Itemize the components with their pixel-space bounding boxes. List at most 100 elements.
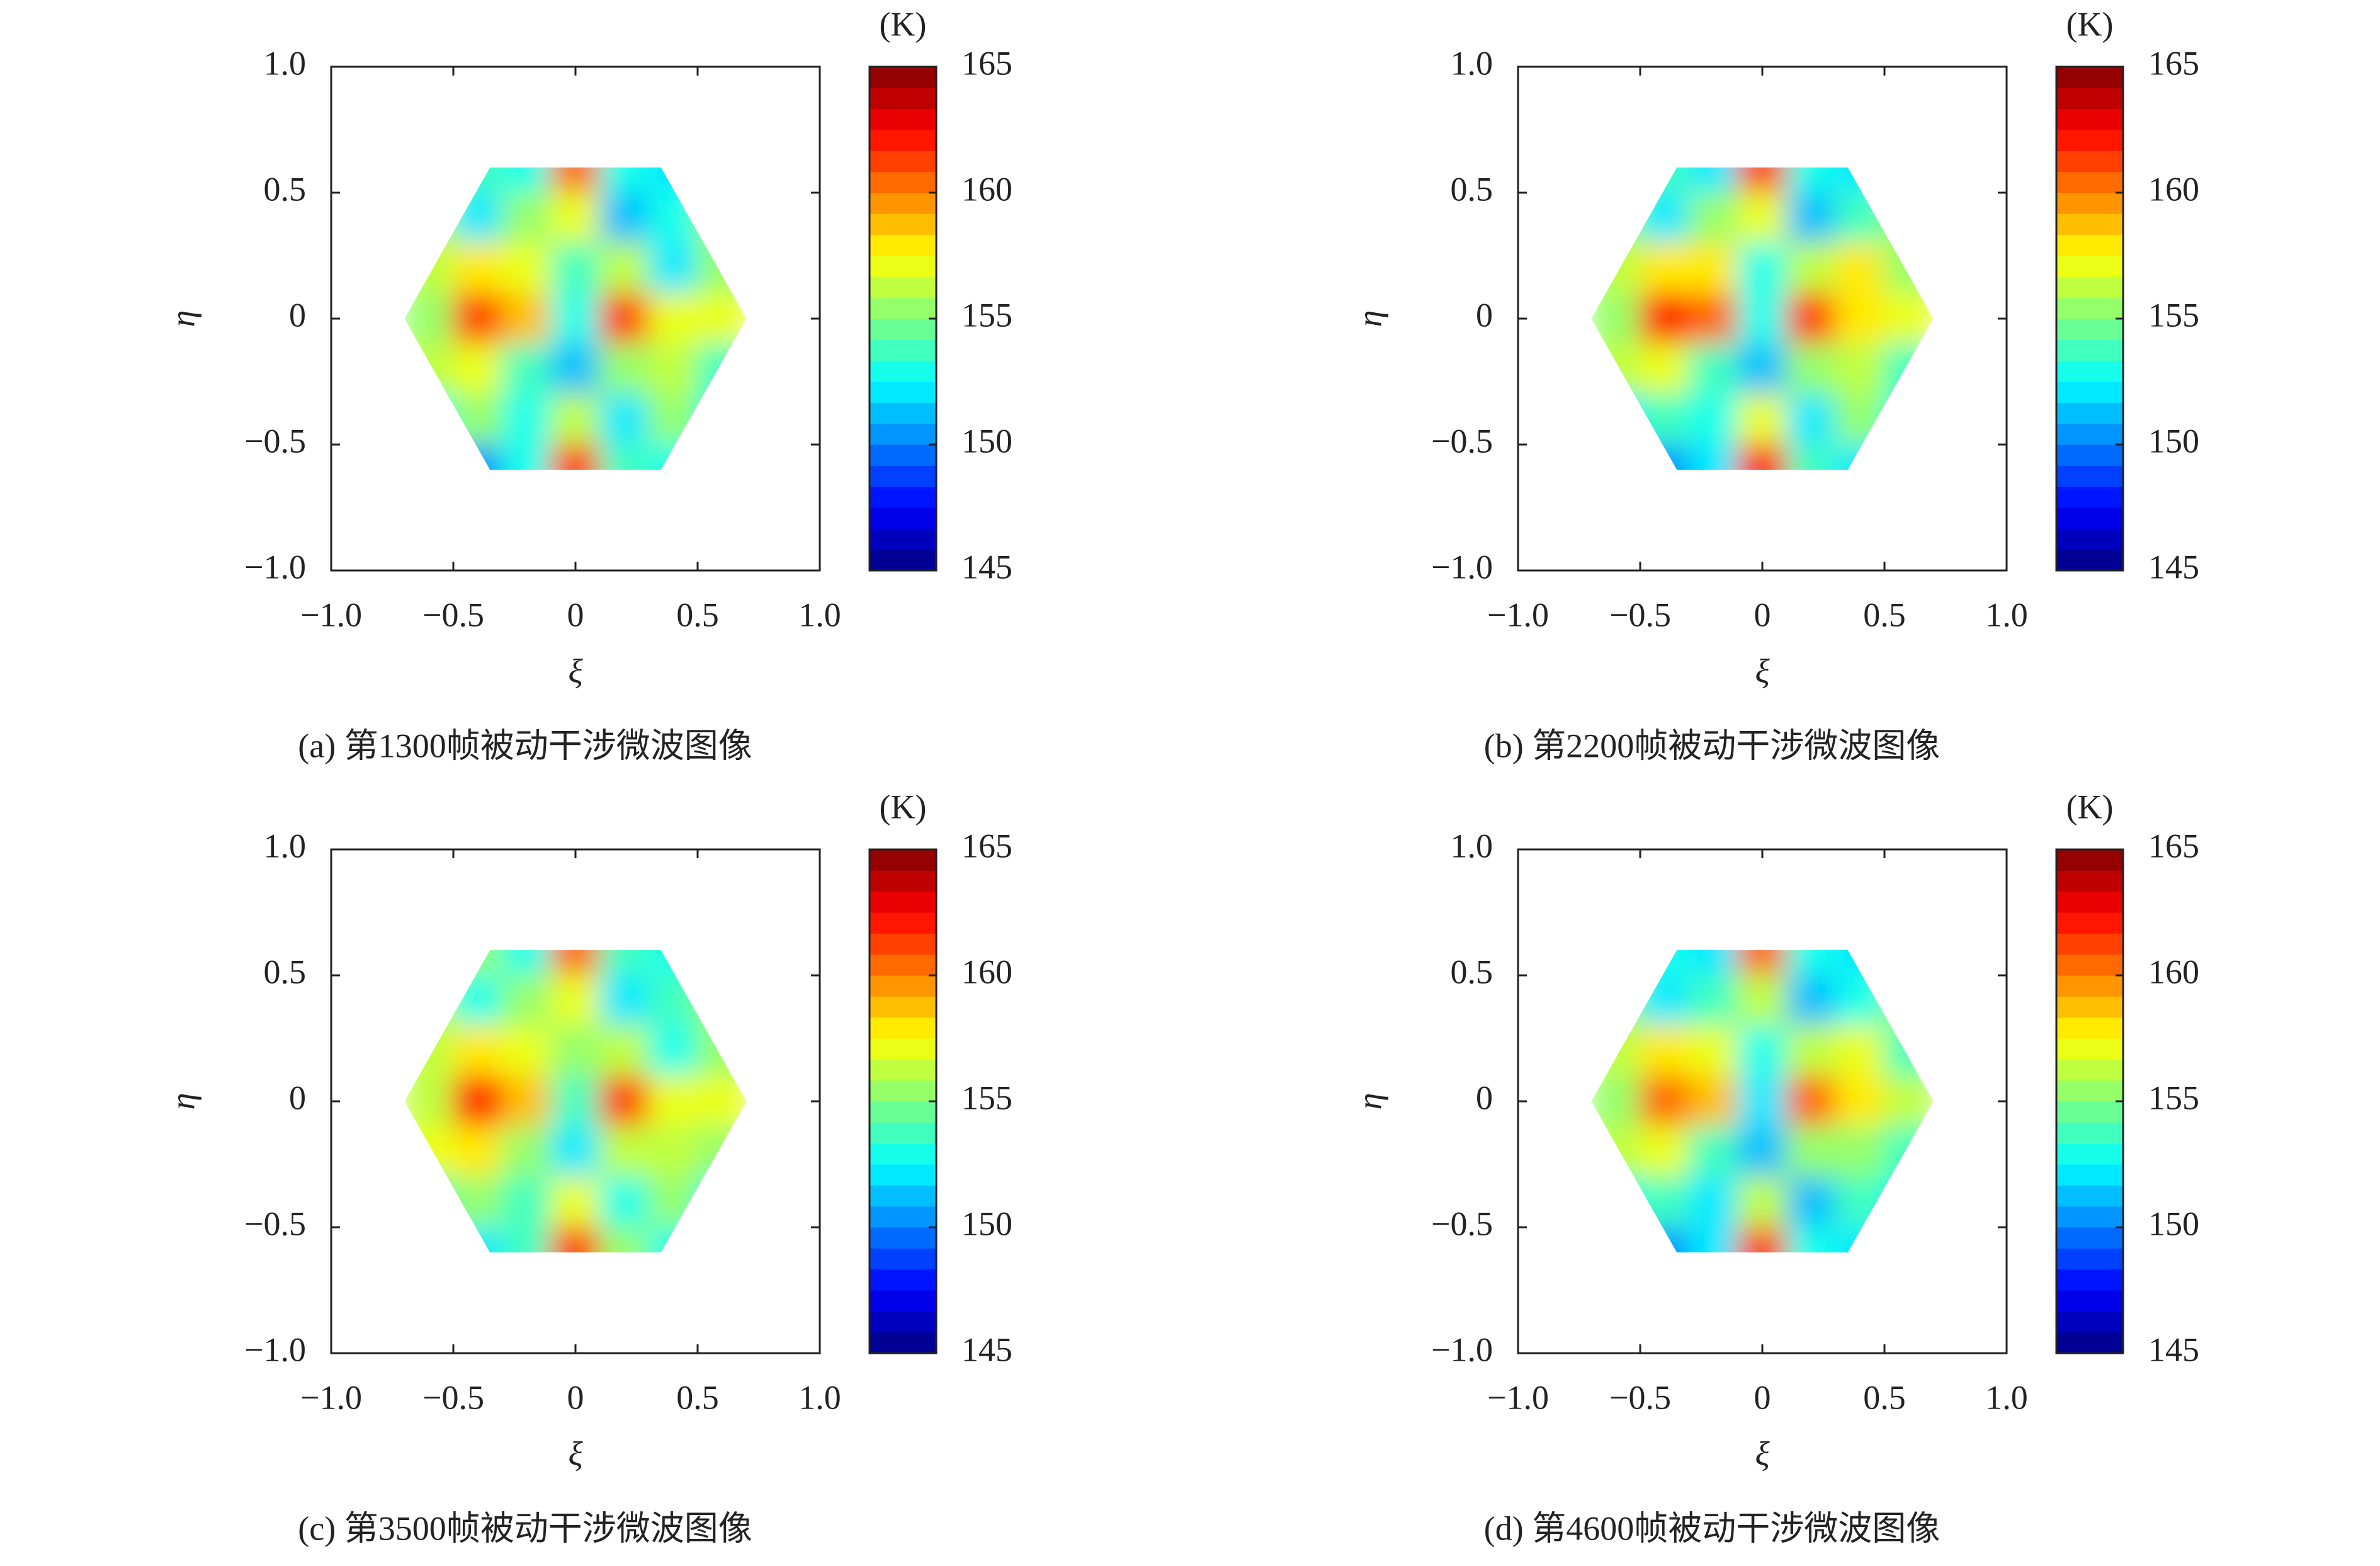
heat-cell <box>697 293 747 344</box>
heat-cell <box>1640 975 1690 1026</box>
heat-cell <box>453 1126 503 1177</box>
heat-cell <box>1640 1227 1690 1253</box>
colorbar-step <box>2056 423 2123 445</box>
y-tick-label: 0 <box>289 296 306 334</box>
heat-cell <box>1591 192 1641 244</box>
heat-cell <box>550 343 601 395</box>
heat-cell <box>453 293 503 344</box>
colorbar-step <box>2056 297 2123 319</box>
colorbar-step <box>2056 1290 2123 1312</box>
colorbar-step <box>2056 88 2123 110</box>
colorbar-step <box>2056 445 2123 466</box>
heat-cell <box>1884 192 1934 244</box>
heat-cell <box>1884 975 1934 1026</box>
colorbar-step <box>870 933 936 955</box>
colorbar-step <box>870 954 936 976</box>
colorbar-step <box>2056 508 2123 529</box>
colorbar-tick-label: 155 <box>2148 296 2199 334</box>
colorbar-step <box>870 1101 936 1123</box>
heat-cell <box>1835 394 1885 445</box>
heat-cell <box>1640 293 1690 344</box>
y-axis-label: η <box>164 310 201 327</box>
heat-cell <box>1835 242 1885 294</box>
heat-cell <box>404 1176 454 1228</box>
colorbar-step <box>870 88 936 110</box>
heat-cell <box>1591 1025 1641 1077</box>
colorbar-step <box>2056 954 2123 976</box>
caption: (c) 第3500帧被动干涉微波图像 <box>298 1509 752 1547</box>
heat-cell <box>550 1227 601 1253</box>
heat-cell <box>1688 394 1739 445</box>
heatmap-cells <box>404 167 747 470</box>
heat-cell <box>1835 167 1885 193</box>
x-tick-label: 0 <box>567 1378 584 1416</box>
heat-cell <box>550 167 601 193</box>
heat-cell <box>1640 1176 1690 1228</box>
colorbar-step <box>870 1248 936 1270</box>
colorbar-tick-label: 165 <box>961 827 1012 865</box>
colorbar-step <box>870 423 936 445</box>
heat-cell <box>599 1227 650 1253</box>
x-tick-label: −1.0 <box>300 596 362 633</box>
x-tick-label: 0 <box>1754 1378 1771 1416</box>
heat-cell <box>1688 444 1739 470</box>
panel: −1.0 −0.5 0 0.5 1.0 −1.0 −0.5 0 0.5 1.0 ξ η (b) 第220… <box>1351 5 2199 764</box>
heat-cell <box>501 1075 552 1127</box>
colorbar-step <box>2056 912 2123 934</box>
x-tick-label: −0.5 <box>422 1378 484 1416</box>
heat-cell <box>501 950 552 976</box>
heat-cell <box>1786 343 1837 395</box>
caption: (a) 第1300帧被动干涉微波图像 <box>298 727 752 764</box>
colorbar-step <box>870 130 936 151</box>
colorbar-tick-label: 160 <box>961 170 1012 208</box>
y-tick-label: 0.5 <box>1451 170 1493 208</box>
heat-cell <box>1640 1126 1690 1177</box>
colorbar-step <box>870 549 936 571</box>
heat-cell <box>1688 293 1739 344</box>
heat-cell <box>1640 242 1690 294</box>
heat-cell <box>1737 950 1788 976</box>
colorbar-step <box>870 891 936 913</box>
colorbar-step <box>870 297 936 319</box>
colorbar-step <box>2056 528 2123 550</box>
heat-cell <box>1688 950 1739 976</box>
heat-cell <box>1640 1075 1690 1127</box>
heatmap <box>1591 167 1934 470</box>
colorbar-step <box>870 975 936 997</box>
colorbar-step <box>2056 1038 2123 1060</box>
y-tick-label: −1.0 <box>1431 1331 1493 1368</box>
colorbar-step <box>870 256 936 277</box>
heat-cell <box>648 1227 698 1253</box>
colorbar-tick-label: 145 <box>2148 1331 2199 1368</box>
heat-cell <box>1591 1126 1641 1177</box>
heat-cell <box>1688 167 1739 193</box>
heat-cell <box>648 444 698 470</box>
colorbar-tick-label: 155 <box>2148 1079 2199 1116</box>
heat-cell <box>1884 1126 1934 1177</box>
colorbar-step <box>870 1017 936 1039</box>
heat-cell <box>599 1075 650 1127</box>
y-tick-label: −0.5 <box>1431 422 1493 460</box>
x-tick-label: 1.0 <box>798 1378 841 1416</box>
heat-cell <box>648 975 698 1026</box>
heat-cell <box>1786 293 1837 344</box>
colorbar-step <box>2056 1227 2123 1249</box>
panel: −1.0 −0.5 0 0.5 1.0 −1.0 −0.5 0 0.5 1.0 ξ η (a) 第130… <box>164 5 1012 764</box>
colorbar-step <box>2056 486 2123 508</box>
heat-cell <box>1737 167 1788 193</box>
y-tick-label: −1.0 <box>244 548 306 586</box>
x-tick-label: −0.5 <box>1609 1378 1671 1416</box>
colorbar-step <box>2056 870 2123 892</box>
heat-cell <box>453 1025 503 1077</box>
colorbar-label: (K) <box>2066 788 2114 826</box>
x-tick-label: −1.0 <box>1487 1378 1549 1416</box>
x-tick-label: 1.0 <box>1985 1378 2028 1416</box>
y-axis-label: η <box>1351 310 1388 327</box>
colorbar-step <box>870 67 936 88</box>
colorbar-step <box>870 849 936 871</box>
heat-cell <box>404 293 454 344</box>
heat-cell <box>501 394 552 445</box>
heat-cell <box>1688 192 1739 244</box>
colorbar-step <box>2056 1080 2123 1102</box>
heat-cell <box>1884 394 1934 445</box>
